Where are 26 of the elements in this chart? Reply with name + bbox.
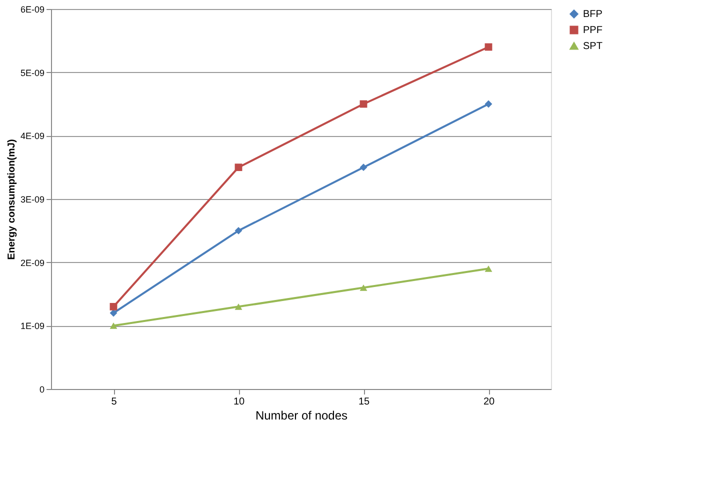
x-tick-label: 15 — [358, 396, 370, 408]
y-tick-label: 1E-09 — [20, 321, 44, 332]
point — [360, 284, 368, 291]
point — [110, 309, 118, 317]
y-tick-label: 2E-09 — [20, 258, 44, 268]
x-tick-label: 20 — [483, 396, 495, 408]
x-tick-label: 5 — [111, 396, 118, 408]
point — [484, 265, 492, 272]
y-tick-label: 6E-09 — [20, 4, 44, 14]
legend-label: PPF — [583, 25, 602, 36]
point — [234, 226, 242, 234]
legend-label: BFP — [583, 9, 603, 20]
y-tick-label: 0 — [39, 384, 44, 394]
y-axis-title: Energy consumption(mJ) — [6, 139, 18, 260]
point — [234, 164, 242, 172]
y-tick-label: 3E-09 — [20, 194, 44, 204]
point — [110, 302, 118, 310]
point — [360, 164, 368, 172]
y-tick-label: 5E-09 — [20, 68, 44, 78]
point — [484, 100, 492, 108]
point — [110, 322, 118, 329]
legend-label: SPT — [583, 41, 602, 52]
x-axis-title: Number of nodes — [255, 408, 348, 422]
x-tick-label: 10 — [233, 396, 245, 408]
point — [234, 303, 242, 310]
y-tick-label: 4E-09 — [20, 131, 44, 142]
